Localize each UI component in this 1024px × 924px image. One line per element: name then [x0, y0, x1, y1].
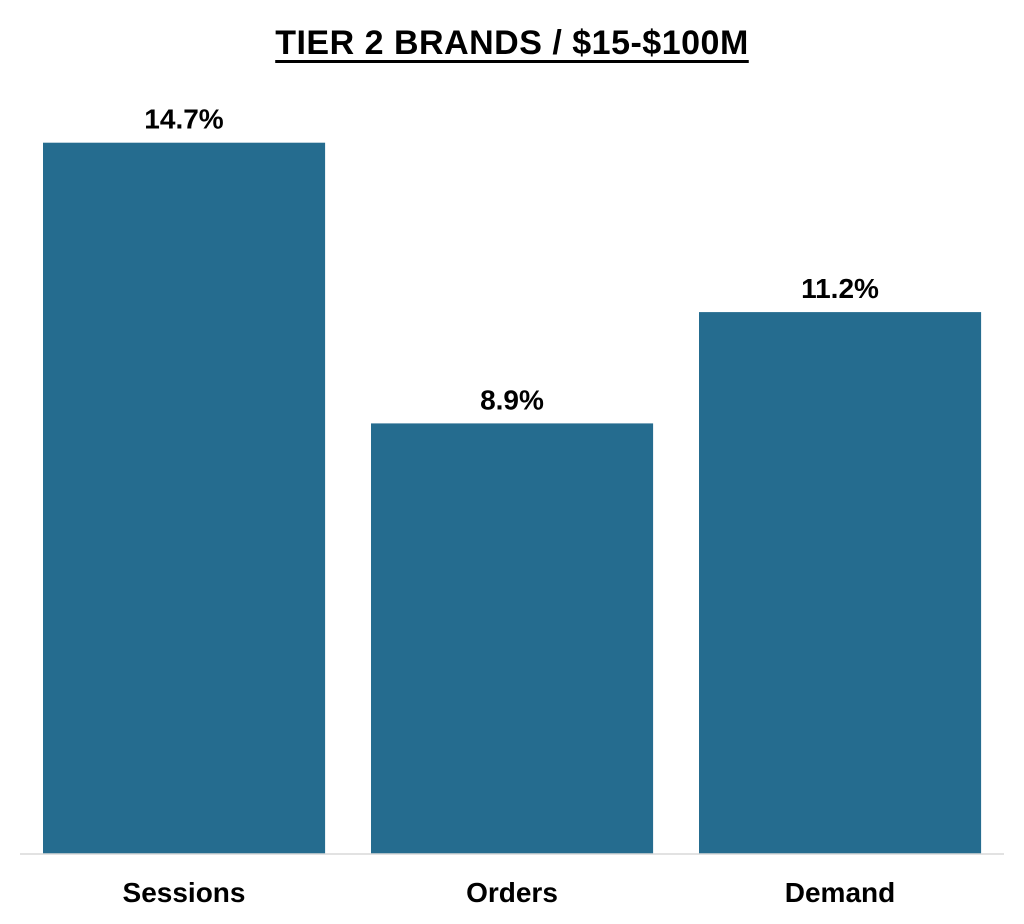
data-label-demand: 11.2%: [801, 273, 879, 304]
bar-demand: [699, 312, 982, 855]
category-label-demand: Demand: [785, 877, 895, 908]
category-label-sessions: Sessions: [123, 877, 246, 908]
bar-sessions: [43, 142, 326, 854]
data-label-sessions: 14.7%: [144, 104, 223, 135]
bar-orders: [371, 423, 654, 854]
category-label-orders: Orders: [466, 877, 558, 908]
data-label-orders: 8.9%: [480, 384, 544, 415]
bars-group: [43, 142, 982, 855]
labels-group: 14.7% Sessions 8.9% Orders 11.2% Demand: [123, 104, 896, 908]
chart-title: TIER 2 BRANDS / $15-$100M: [275, 24, 749, 62]
